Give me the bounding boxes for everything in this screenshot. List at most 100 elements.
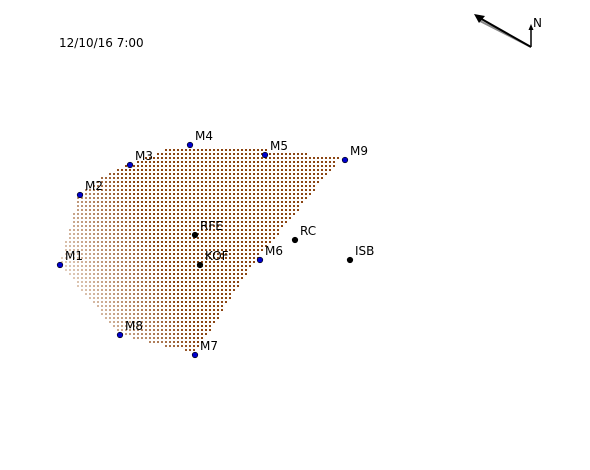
grid-cell	[157, 309, 159, 311]
grid-cell	[125, 213, 127, 215]
grid-cell	[173, 289, 175, 291]
grid-cell	[333, 157, 335, 159]
grid-cell	[197, 269, 199, 271]
grid-cell	[193, 349, 195, 351]
grid-cell	[225, 193, 227, 195]
grid-cell	[153, 241, 155, 243]
grid-cell	[105, 241, 107, 243]
grid-cell	[117, 185, 119, 187]
grid-cell	[77, 209, 79, 211]
grid-cell	[157, 157, 159, 159]
grid-cell	[165, 221, 167, 223]
grid-cell	[333, 161, 335, 163]
grid-cell	[117, 329, 119, 331]
grid-cell	[185, 345, 187, 347]
grid-cell	[149, 257, 151, 259]
grid-cell	[233, 177, 235, 179]
grid-cell	[65, 241, 67, 243]
grid-cell	[285, 181, 287, 183]
grid-cell	[249, 181, 251, 183]
grid-cell	[153, 269, 155, 271]
grid-cell	[117, 317, 119, 319]
grid-cell	[233, 237, 235, 239]
grid-cell	[141, 209, 143, 211]
grid-cell	[301, 169, 303, 171]
grid-cell	[105, 269, 107, 271]
grid-cell	[277, 213, 279, 215]
grid-cell	[73, 237, 75, 239]
grid-cell	[185, 213, 187, 215]
grid-cell	[213, 285, 215, 287]
grid-cell	[237, 225, 239, 227]
grid-cell	[193, 197, 195, 199]
grid-cell	[173, 213, 175, 215]
grid-cell	[129, 285, 131, 287]
grid-cell	[97, 245, 99, 247]
grid-cell	[217, 301, 219, 303]
grid-cell	[125, 181, 127, 183]
grid-cell	[257, 169, 259, 171]
grid-cell	[269, 169, 271, 171]
site-isb: ISB	[346, 244, 374, 264]
grid-cell	[213, 301, 215, 303]
grid-cell	[137, 205, 139, 207]
grid-cell	[229, 233, 231, 235]
grid-cell	[129, 237, 131, 239]
grid-cell	[73, 261, 75, 263]
grid-cell	[149, 313, 151, 315]
grid-cell	[153, 193, 155, 195]
grid-cell	[125, 193, 127, 195]
grid-cell	[281, 177, 283, 179]
grid-cell	[221, 273, 223, 275]
grid-cell	[253, 197, 255, 199]
grid-cell	[217, 189, 219, 191]
grid-cell	[285, 201, 287, 203]
grid-cell	[173, 277, 175, 279]
grid-cell	[257, 233, 259, 235]
grid-cell	[149, 249, 151, 251]
grid-cell	[165, 297, 167, 299]
grid-cell	[297, 189, 299, 191]
grid-cell	[169, 209, 171, 211]
grid-cell	[117, 313, 119, 315]
grid-cell	[117, 293, 119, 295]
grid-cell	[89, 265, 91, 267]
grid-cell	[285, 197, 287, 199]
grid-cell	[209, 297, 211, 299]
grid-cell	[169, 285, 171, 287]
site-label: RFE	[200, 219, 223, 233]
grid-cell	[225, 257, 227, 259]
grid-cell	[177, 337, 179, 339]
grid-cell	[181, 293, 183, 295]
grid-cell	[201, 197, 203, 199]
grid-cell	[257, 205, 259, 207]
grid-cell	[121, 209, 123, 211]
grid-cell	[185, 313, 187, 315]
grid-cell	[137, 285, 139, 287]
grid-cell	[153, 337, 155, 339]
grid-cell	[157, 165, 159, 167]
grid-cell	[121, 289, 123, 291]
grid-cell	[181, 285, 183, 287]
grid-cell	[101, 249, 103, 251]
grid-cell	[105, 281, 107, 283]
grid-cell	[165, 213, 167, 215]
grid-cell	[69, 233, 71, 235]
grid-cell	[185, 265, 187, 267]
grid-cell	[213, 229, 215, 231]
grid-cell	[189, 253, 191, 255]
grid-cell	[117, 265, 119, 267]
grid-cell	[129, 293, 131, 295]
grid-cell	[201, 193, 203, 195]
grid-cell	[229, 297, 231, 299]
grid-cell	[185, 237, 187, 239]
grid-cell	[129, 241, 131, 243]
grid-cell	[169, 289, 171, 291]
grid-cell	[269, 165, 271, 167]
grid-cell	[97, 213, 99, 215]
grid-cell	[89, 197, 91, 199]
grid-cell	[173, 193, 175, 195]
grid-cell	[205, 161, 207, 163]
grid-cell	[209, 261, 211, 263]
grid-cell	[189, 229, 191, 231]
